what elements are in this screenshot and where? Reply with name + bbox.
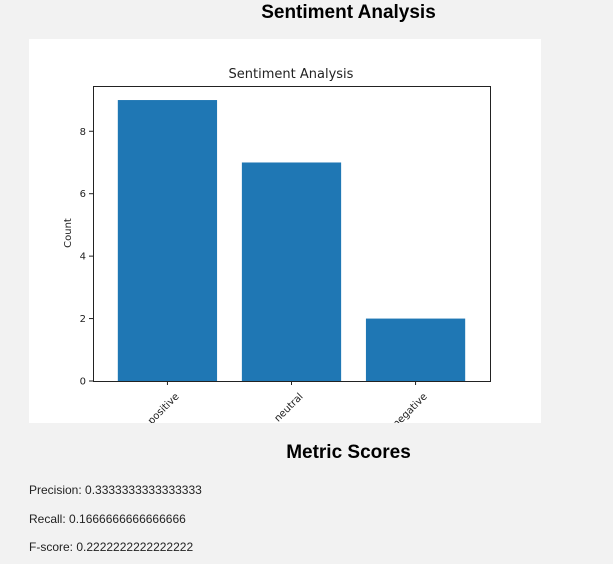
x-tick-label: positive [146, 391, 182, 423]
chart-panel: Sentiment Analysis Count 0 2 4 6 8 positive n… [29, 39, 541, 423]
chart-title: Sentiment Analysis [229, 67, 354, 82]
bars-layer [117, 100, 466, 382]
y-tick-label: 2 [80, 314, 86, 325]
y-tick-label: 8 [80, 127, 86, 138]
plot-frame [93, 86, 491, 382]
bar-positive [117, 100, 218, 382]
bar-neutral [241, 162, 342, 381]
metrics-heading: Metric Scores [286, 442, 411, 463]
y-tick-label: 4 [80, 252, 86, 263]
y-tick-label: 6 [80, 189, 86, 200]
bar-chart: Sentiment Analysis Count 0 2 4 6 8 positive n… [63, 67, 491, 423]
fscore-text: F-score: 0.2222222222222222 [29, 540, 194, 554]
bar-negative [365, 318, 466, 381]
precision-text: Precision: 0.3333333333333333 [29, 483, 202, 497]
x-tick-label: negative [391, 391, 430, 423]
y-axis-label: Count [63, 218, 74, 248]
y-axis: 0 2 4 6 8 [80, 127, 93, 388]
x-tick-label: neutral [273, 391, 306, 423]
y-tick-label: 0 [80, 377, 86, 388]
x-axis: positive neutral negative [146, 381, 430, 423]
page-title: Sentiment Analysis [261, 2, 436, 23]
recall-text: Recall: 0.1666666666666666 [29, 512, 186, 526]
